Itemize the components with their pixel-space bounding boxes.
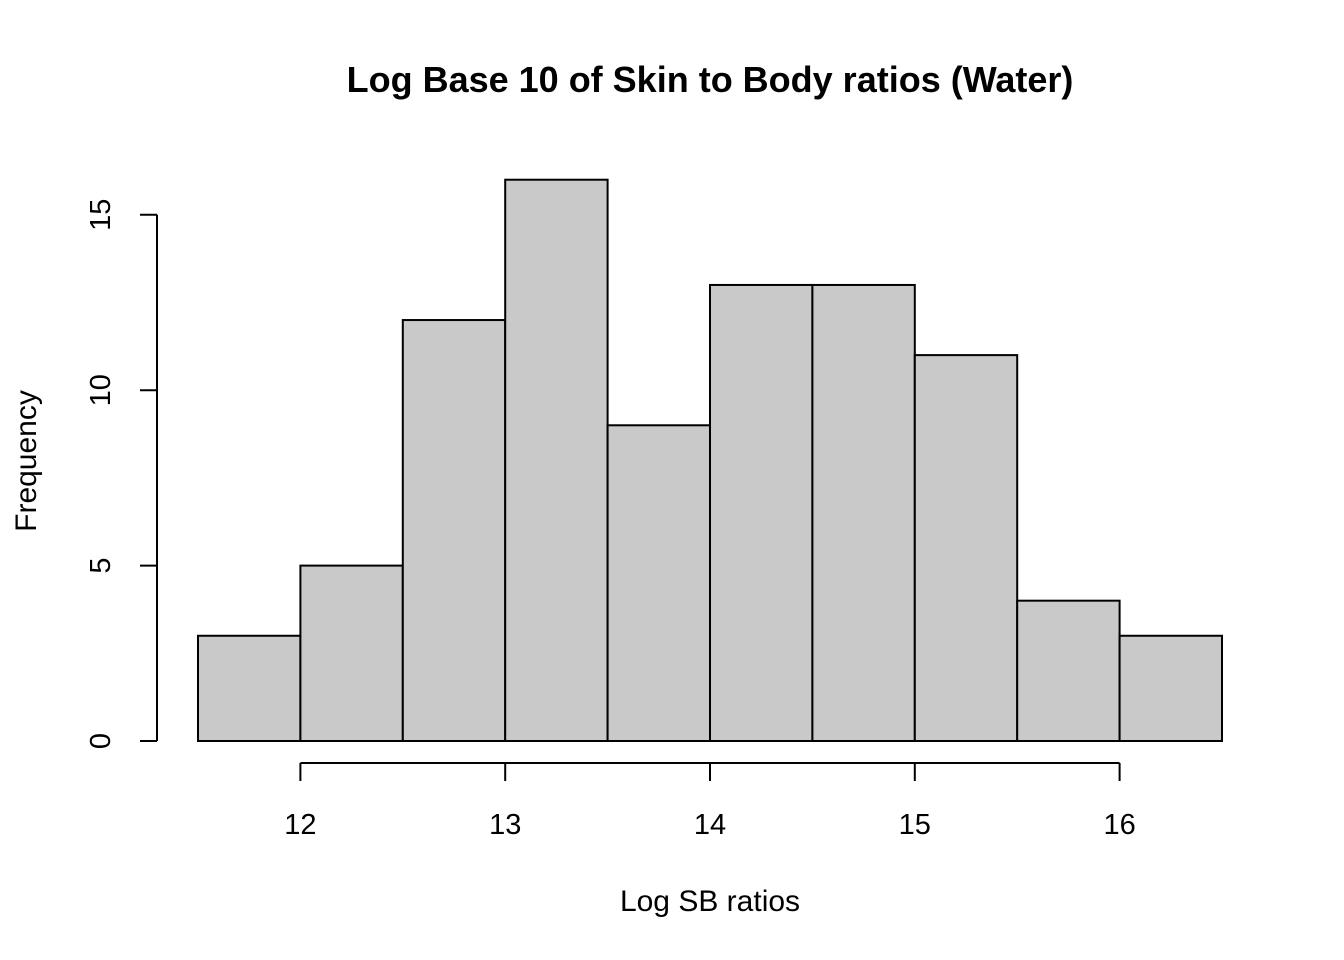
y-tick-label-10: 10 [85,374,117,406]
x-tick-label-15: 15 [899,809,931,841]
x-tick-label-16: 16 [1103,809,1135,841]
histogram-bar-3 [401,319,507,742]
histogram-bar-10 [1118,634,1223,743]
histogram-bar-1 [197,634,302,743]
y-tick-label-15: 15 [85,199,117,231]
x-tick-label-14: 14 [694,809,726,841]
x-tick-label-12: 12 [284,809,316,841]
histogram-bar-6 [709,283,814,742]
x-axis-label: Log SB ratios [620,885,800,918]
y-axis-label: Frequency [10,390,43,532]
x-axis: 12 13 14 15 16 [284,762,1136,841]
histogram-bar-4 [504,178,609,743]
y-tick-label-5: 5 [85,558,117,574]
y-axis: 0 5 10 15 [85,199,158,749]
chart-title: Log Base 10 of Skin to Body ratios (Wate… [347,59,1074,100]
y-tick-label-0: 0 [85,733,117,749]
histogram-bar-7 [811,283,916,742]
histogram-bar-9 [1016,599,1121,742]
histogram-bar-5 [606,424,711,742]
bars-group [197,178,1223,743]
histogram-bar-2 [299,564,404,742]
histogram-bar-8 [913,354,1019,742]
x-tick-label-13: 13 [489,809,521,841]
